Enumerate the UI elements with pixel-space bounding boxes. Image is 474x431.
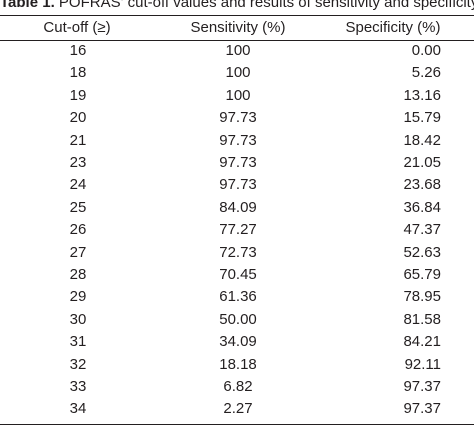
table-cell: 100: [225, 86, 251, 104]
table-cell: 97.37: [403, 400, 441, 418]
table-cell: 78.95: [403, 288, 441, 306]
table-cell: 16: [69, 42, 87, 59]
table-cell: 81.58: [403, 310, 441, 328]
table-cell: 2.27: [223, 400, 253, 418]
table-cell: 28: [69, 266, 87, 283]
table-cell: 34: [69, 400, 87, 418]
table-cell: 30: [69, 310, 87, 328]
table-cell: 34.09: [219, 333, 257, 351]
table-cell: 84.21: [403, 333, 441, 351]
table-cell: 100: [225, 64, 251, 82]
column-header: Sensitivity (%): [190, 19, 286, 36]
table-cell: 29: [69, 288, 87, 306]
table-cell: 97.73: [219, 176, 257, 194]
table-cell: 72.73: [219, 243, 257, 261]
table-cell: 23: [69, 154, 87, 171]
table-cell: 20: [69, 109, 87, 127]
top-rule: [0, 15, 474, 16]
table-cell: 33: [69, 378, 87, 395]
caption-text: POFRAS' cut-off values and results of se…: [58, 0, 474, 11]
table-cell: 6.82: [223, 378, 253, 395]
table-cell: 18.42: [403, 131, 441, 149]
table-cell: 50.00: [219, 310, 257, 328]
table-cell: 18.18: [219, 355, 257, 373]
header-rule: [0, 40, 474, 41]
table-cell: 27: [69, 243, 87, 261]
table-cell: 13.16: [403, 86, 441, 104]
bottom-rule: [0, 424, 474, 425]
table-cell: 23.68: [403, 176, 441, 194]
table-cell: 32: [69, 355, 87, 373]
table-cell: 31: [69, 333, 87, 351]
table-cell: 52.63: [403, 243, 441, 261]
column-header: Specificity (%): [345, 19, 441, 36]
table-cell: 21: [69, 131, 87, 149]
table-cell: 26: [69, 221, 87, 239]
table-cell: 36.84: [403, 198, 441, 216]
table-cell: 92.11: [404, 355, 441, 373]
table-cell: 21.05: [403, 154, 441, 171]
table-cell: 18: [69, 64, 87, 82]
table-cell: 97.73: [219, 131, 257, 149]
table-cell: 100: [225, 42, 251, 59]
caption-label: Table 1.: [0, 0, 55, 11]
table-cell: 47.37: [403, 221, 441, 239]
column-header: Cut-off (≥): [43, 19, 111, 36]
table-cell: 97.73: [219, 154, 257, 171]
table-cell: 5.26: [411, 64, 441, 82]
table-cell: 15.79: [403, 109, 441, 127]
table-cell: 25: [69, 198, 87, 216]
table-cell: 77.27: [219, 221, 257, 239]
table-caption: Table 1. POFRAS' cut-off values and resu…: [0, 0, 474, 12]
table-cell: 97.37: [403, 378, 441, 395]
table-cell: 70.45: [219, 266, 257, 283]
table-cell: 97.73: [219, 109, 257, 127]
table-cell: 0.00: [411, 42, 441, 59]
table-cell: 19: [69, 86, 87, 104]
table-cell: 61.36: [219, 288, 257, 306]
table-cell: 65.79: [403, 266, 441, 283]
table-cell: 24: [69, 176, 87, 194]
table-cell: 84.09: [219, 198, 257, 216]
